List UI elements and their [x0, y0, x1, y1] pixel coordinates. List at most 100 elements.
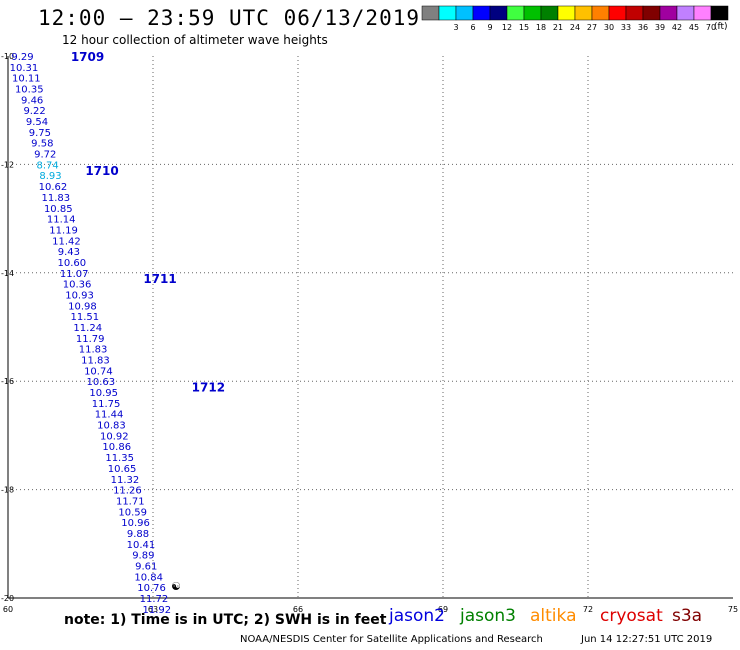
wave-height-label: 10.85: [44, 204, 73, 215]
legend-swatch: [608, 5, 627, 21]
legend-swatch: [540, 5, 559, 21]
wave-height-label: 11.24: [73, 323, 102, 334]
wave-height-label: 10.62: [39, 182, 68, 193]
wave-height-label: 10.41: [127, 540, 156, 551]
wave-height-label: 10.93: [65, 290, 94, 301]
wave-height-label: 9.61: [135, 561, 157, 572]
wave-height-label: 9.72: [34, 150, 56, 161]
y-tick-label: -16: [1, 377, 14, 386]
legend-tick-label: 6: [470, 23, 475, 32]
satellite-label-cryosat: cryosat: [600, 606, 663, 626]
wave-height-label: 11.79: [76, 334, 105, 345]
wave-height-label: 10.59: [118, 507, 147, 518]
wave-height-label: 10.36: [63, 280, 92, 291]
y-tick-label: -10: [1, 52, 14, 61]
wave-height-label: 9.46: [21, 95, 43, 106]
legend-tick-label: 36: [638, 23, 648, 32]
wave-height-label: 11.71: [116, 496, 145, 507]
legend-tick-label: 12: [502, 23, 512, 32]
wave-height-label: 11.42: [52, 236, 81, 247]
x-tick-label: 63: [148, 605, 158, 614]
legend-unit-label: (ft): [714, 22, 728, 32]
island-glyph: ☯: [171, 580, 181, 593]
time-marker-label: 1711: [143, 272, 176, 286]
satellite-label-s3a: s3a: [672, 606, 703, 626]
page-subtitle: 12 hour collection of altimeter wave hei…: [62, 33, 328, 47]
wave-height-label: 11.44: [95, 410, 124, 421]
legend-tick-label: 3: [453, 23, 458, 32]
wave-height-label: 9.89: [132, 551, 154, 562]
wave-height-label: 11.92: [143, 605, 172, 616]
satellite-label-jason2: jason2: [389, 606, 445, 626]
legend-tick-label: 18: [536, 23, 546, 32]
wave-height-label: 9.54: [26, 117, 48, 128]
legend-tick-label: 70: [706, 23, 716, 32]
legend-tick-label: 45: [689, 23, 699, 32]
wave-height-label: 10.35: [15, 85, 44, 96]
wave-height-label: 8.74: [37, 160, 59, 171]
legend-swatch: [676, 5, 695, 21]
legend-swatch: [710, 5, 729, 21]
wave-height-label: 11.72: [140, 594, 169, 605]
legend-swatch: [693, 5, 712, 21]
legend-tick-label: 33: [621, 23, 631, 32]
wave-height-label: 10.63: [86, 377, 115, 388]
wave-height-label: 11.14: [47, 215, 76, 226]
legend-swatch: [625, 5, 644, 21]
legend-tick-label: 24: [570, 23, 580, 32]
legend-swatch: [557, 5, 576, 21]
wave-height-label: 11.07: [60, 269, 89, 280]
wave-height-label: 9.43: [58, 247, 80, 258]
legend-swatch: [506, 5, 525, 21]
footer-credit: NOAA/NESDIS Center for Satellite Applica…: [240, 634, 543, 645]
wave-height-label: 9.29: [11, 52, 33, 63]
wave-height-label: 11.83: [42, 193, 71, 204]
footer-note: note: 1) Time is in UTC; 2) SWH is in fe…: [64, 612, 387, 628]
wave-height-label: 10.60: [57, 258, 86, 269]
wave-height-label: 10.86: [102, 442, 131, 453]
wave-height-label: 9.75: [29, 128, 51, 139]
wave-height-label: 10.11: [12, 74, 41, 85]
wave-height-label: 11.19: [49, 225, 78, 236]
legend-tick-label: 39: [655, 23, 665, 32]
x-tick-label: 66: [293, 605, 303, 614]
legend-swatch: [438, 5, 457, 21]
legend-swatch: [574, 5, 593, 21]
wave-height-label: 10.74: [84, 366, 113, 377]
footer-timestamp: Jun 14 12:27:51 UTC 2019: [581, 634, 713, 645]
wave-height-label: 11.51: [71, 312, 100, 323]
wave-height-label: 9.22: [23, 106, 45, 117]
x-tick-label: 69: [438, 605, 448, 614]
wave-height-label: 9.88: [127, 529, 149, 540]
legend-tick-label: 42: [672, 23, 682, 32]
wave-height-label: 11.32: [111, 475, 140, 486]
wave-height-label: 8.93: [39, 171, 61, 182]
y-tick-label: -20: [1, 594, 14, 603]
wave-height-label: 10.96: [121, 518, 150, 529]
time-marker-label: 1712: [192, 381, 225, 395]
y-tick-label: -12: [1, 160, 14, 169]
time-marker-label: 1710: [85, 164, 118, 178]
wave-height-label: 10.98: [68, 301, 97, 312]
legend-swatch: [489, 5, 508, 21]
wave-height-label: 11.75: [92, 399, 121, 410]
wave-height-label: 10.84: [134, 572, 163, 583]
x-tick-label: 72: [583, 605, 593, 614]
time-marker-label: 1709: [71, 50, 104, 64]
wave-height-label: 10.83: [97, 421, 126, 432]
legend-tick-label: 30: [604, 23, 614, 32]
wave-height-label: 9.58: [31, 139, 53, 150]
legend-swatch: [642, 5, 661, 21]
y-tick-label: -14: [1, 269, 14, 278]
legend-tick-label: 27: [587, 23, 597, 32]
wave-height-label: 10.95: [89, 388, 118, 399]
legend-swatch: [659, 5, 678, 21]
page-title: 12:00 – 23:59 UTC 06/13/2019: [38, 6, 421, 30]
legend-swatch: [455, 5, 474, 21]
wave-height-label: 11.83: [79, 345, 108, 356]
legend-tick-label: 9: [487, 23, 492, 32]
satellite-label-altika: altika: [530, 606, 577, 626]
x-tick-label: 60: [3, 605, 13, 614]
